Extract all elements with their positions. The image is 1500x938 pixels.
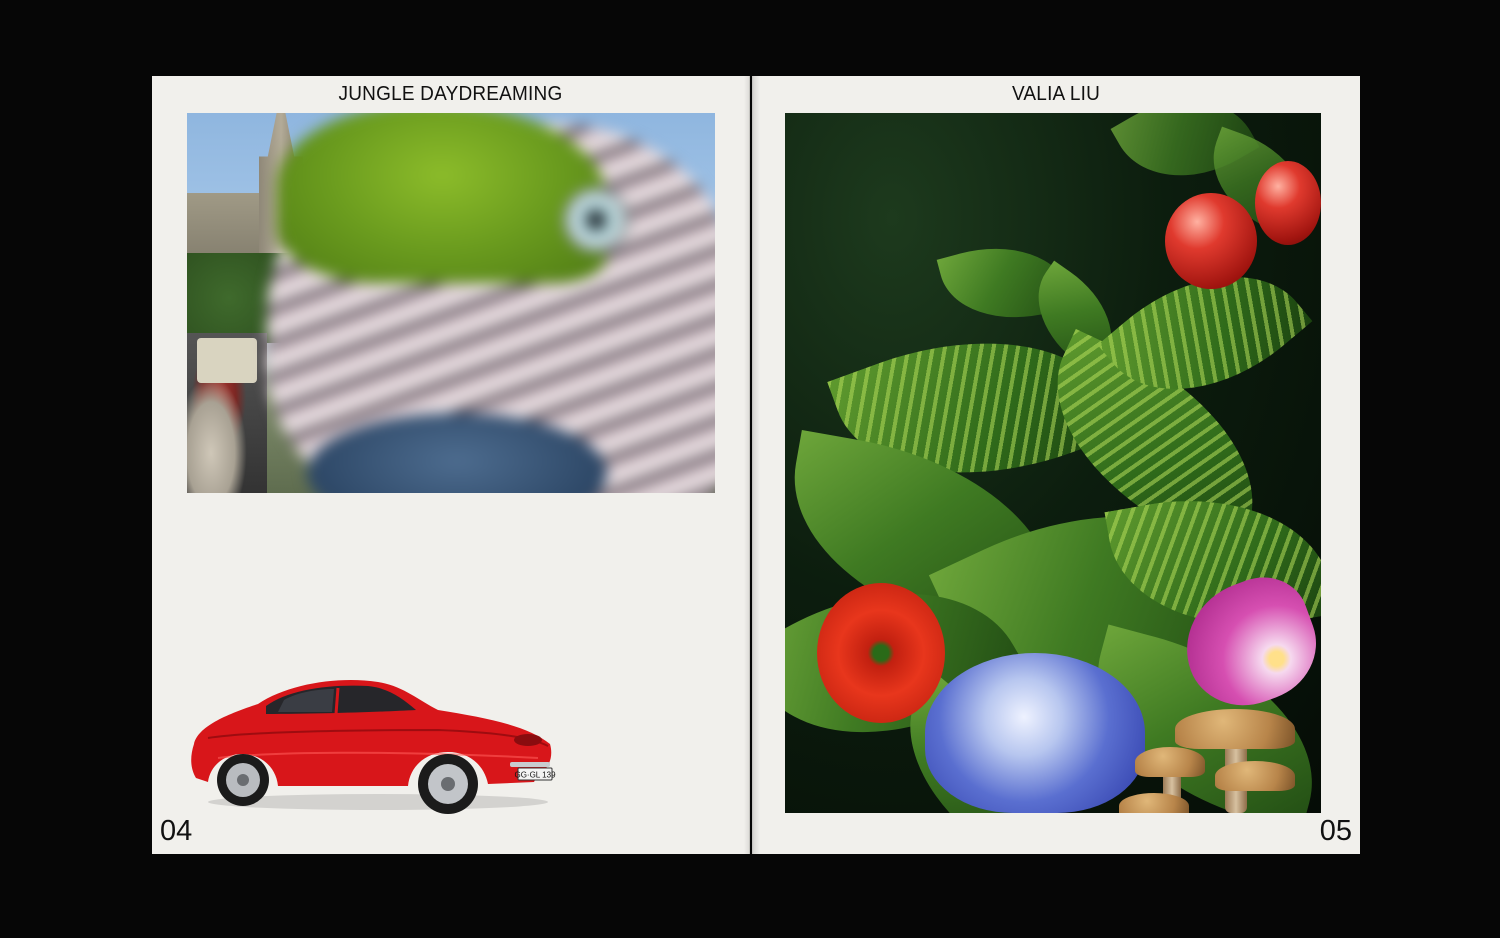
right-page-title: VALIA LIU xyxy=(1011,83,1101,106)
blue-iris-flower xyxy=(925,653,1145,813)
parrot-green-crown xyxy=(277,113,607,283)
left-page: JUNGLE DAYDREAMING xyxy=(152,76,750,854)
red-poppy-flower xyxy=(817,583,945,723)
street-bus xyxy=(197,338,257,383)
mushroom-cap xyxy=(1119,793,1189,813)
left-page-number: 04 xyxy=(160,815,193,847)
car-license-plate: GG·GL 139 xyxy=(514,771,556,780)
mushroom-cap xyxy=(1175,709,1295,749)
right-page-number: 05 xyxy=(1319,815,1352,847)
jungle-collage-photo xyxy=(785,113,1321,813)
red-sports-car: GG·GL 139 xyxy=(191,680,556,814)
mushroom-cap xyxy=(1215,761,1295,791)
magazine-spread: JUNGLE DAYDREAMING xyxy=(152,76,1360,854)
apple xyxy=(1255,161,1321,245)
blurred-parrot xyxy=(247,113,715,493)
parrot-eye xyxy=(563,187,629,253)
left-page-title: JUNGLE DAYDREAMING xyxy=(338,83,563,106)
mushroom-cap xyxy=(1135,747,1205,777)
city-parrot-photo xyxy=(187,113,715,493)
right-page: VALIA LIU xyxy=(752,76,1360,854)
apple xyxy=(1165,193,1257,289)
